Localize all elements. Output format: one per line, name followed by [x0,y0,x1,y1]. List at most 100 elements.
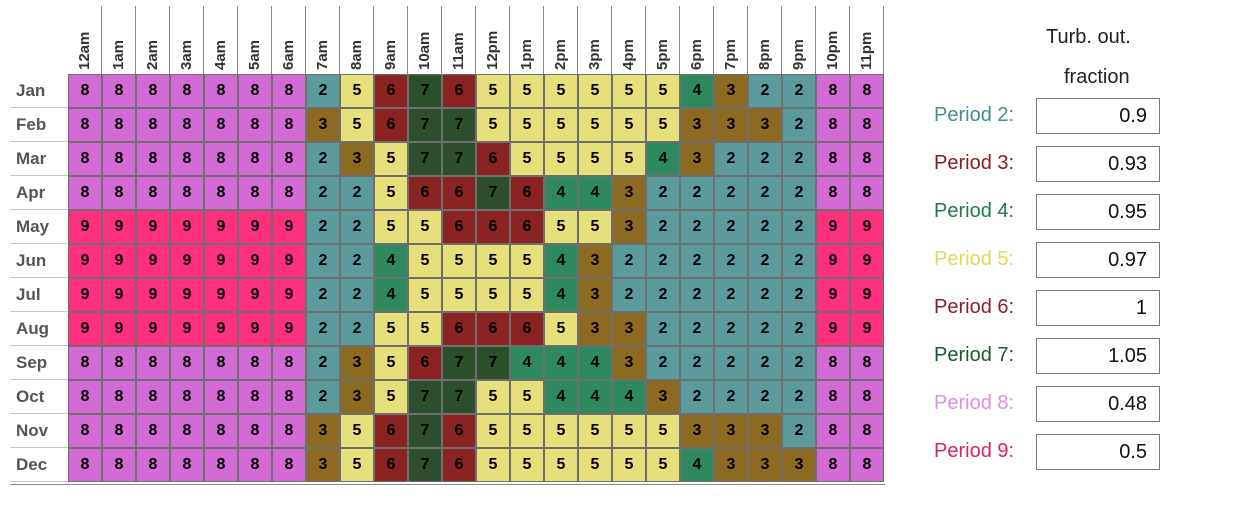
schedule-cell[interactable]: 9 [170,278,204,312]
schedule-cell[interactable]: 8 [238,74,272,108]
schedule-cell[interactable]: 9 [204,244,238,278]
schedule-cell[interactable]: 6 [442,176,476,210]
schedule-cell[interactable]: 2 [782,414,816,448]
schedule-cell[interactable]: 9 [238,278,272,312]
schedule-cell[interactable]: 9 [136,210,170,244]
schedule-cell[interactable]: 3 [578,244,612,278]
schedule-cell[interactable]: 2 [748,210,782,244]
schedule-cell[interactable]: 2 [680,380,714,414]
schedule-cell[interactable]: 2 [748,74,782,108]
schedule-cell[interactable]: 8 [850,346,884,380]
schedule-cell[interactable]: 2 [782,346,816,380]
schedule-cell[interactable]: 6 [476,210,510,244]
schedule-cell[interactable]: 5 [578,448,612,482]
schedule-cell[interactable]: 5 [408,312,442,346]
schedule-cell[interactable]: 2 [306,210,340,244]
schedule-cell[interactable]: 7 [476,346,510,380]
schedule-cell[interactable]: 2 [714,142,748,176]
schedule-cell[interactable]: 4 [544,380,578,414]
schedule-cell[interactable]: 8 [170,414,204,448]
schedule-cell[interactable]: 5 [646,74,680,108]
schedule-cell[interactable]: 2 [748,346,782,380]
schedule-cell[interactable]: 5 [646,414,680,448]
schedule-cell[interactable]: 9 [102,210,136,244]
schedule-cell[interactable]: 5 [374,380,408,414]
schedule-cell[interactable]: 8 [68,380,102,414]
schedule-cell[interactable]: 5 [408,278,442,312]
schedule-cell[interactable]: 5 [612,108,646,142]
schedule-cell[interactable]: 8 [68,142,102,176]
schedule-cell[interactable]: 5 [340,108,374,142]
schedule-cell[interactable]: 2 [306,278,340,312]
schedule-cell[interactable]: 5 [544,312,578,346]
schedule-cell[interactable]: 8 [102,448,136,482]
schedule-cell[interactable]: 5 [510,108,544,142]
schedule-cell[interactable]: 9 [170,244,204,278]
schedule-cell[interactable]: 3 [714,414,748,448]
schedule-cell[interactable]: 2 [782,210,816,244]
schedule-cell[interactable]: 4 [680,448,714,482]
schedule-cell[interactable]: 7 [442,346,476,380]
schedule-cell[interactable]: 2 [306,312,340,346]
schedule-cell[interactable]: 2 [612,278,646,312]
schedule-cell[interactable]: 9 [850,312,884,346]
schedule-cell[interactable]: 6 [510,210,544,244]
period-value-input[interactable]: 0.48 [1036,386,1160,422]
schedule-cell[interactable]: 8 [816,108,850,142]
schedule-cell[interactable]: 8 [272,448,306,482]
schedule-cell[interactable]: 8 [68,414,102,448]
schedule-cell[interactable]: 7 [408,380,442,414]
schedule-cell[interactable]: 5 [544,74,578,108]
schedule-cell[interactable]: 5 [476,448,510,482]
schedule-cell[interactable]: 2 [646,210,680,244]
schedule-cell[interactable]: 5 [510,142,544,176]
schedule-cell[interactable]: 8 [204,74,238,108]
schedule-cell[interactable]: 2 [680,210,714,244]
schedule-cell[interactable]: 8 [272,108,306,142]
schedule-cell[interactable]: 5 [442,244,476,278]
schedule-cell[interactable]: 2 [714,210,748,244]
schedule-cell[interactable]: 5 [476,108,510,142]
schedule-cell[interactable]: 5 [340,74,374,108]
schedule-cell[interactable]: 7 [408,142,442,176]
schedule-cell[interactable]: 8 [68,74,102,108]
schedule-cell[interactable]: 3 [680,108,714,142]
schedule-cell[interactable]: 9 [816,244,850,278]
schedule-cell[interactable]: 2 [306,380,340,414]
schedule-cell[interactable]: 9 [816,278,850,312]
schedule-cell[interactable]: 5 [374,312,408,346]
schedule-cell[interactable]: 6 [374,448,408,482]
schedule-cell[interactable]: 7 [476,176,510,210]
schedule-cell[interactable]: 8 [272,414,306,448]
schedule-cell[interactable]: 8 [850,380,884,414]
schedule-cell[interactable]: 5 [544,108,578,142]
schedule-cell[interactable]: 5 [476,244,510,278]
schedule-cell[interactable]: 5 [578,414,612,448]
schedule-cell[interactable]: 2 [714,346,748,380]
schedule-cell[interactable]: 8 [68,346,102,380]
schedule-cell[interactable]: 2 [714,278,748,312]
schedule-cell[interactable]: 5 [476,380,510,414]
period-value-input[interactable]: 0.93 [1036,146,1160,182]
schedule-cell[interactable]: 2 [782,74,816,108]
schedule-cell[interactable]: 8 [272,142,306,176]
schedule-cell[interactable]: 3 [646,380,680,414]
schedule-cell[interactable]: 9 [68,244,102,278]
schedule-cell[interactable]: 4 [544,278,578,312]
schedule-cell[interactable]: 8 [170,74,204,108]
schedule-cell[interactable]: 9 [170,210,204,244]
schedule-cell[interactable]: 2 [782,176,816,210]
schedule-cell[interactable]: 4 [612,380,646,414]
schedule-cell[interactable]: 8 [136,74,170,108]
schedule-cell[interactable]: 8 [272,380,306,414]
schedule-cell[interactable]: 2 [306,176,340,210]
schedule-cell[interactable]: 6 [408,176,442,210]
schedule-cell[interactable]: 8 [850,108,884,142]
schedule-cell[interactable]: 5 [578,108,612,142]
schedule-cell[interactable]: 8 [102,142,136,176]
schedule-cell[interactable]: 9 [136,312,170,346]
schedule-cell[interactable]: 8 [850,74,884,108]
schedule-cell[interactable]: 9 [850,244,884,278]
period-value-input[interactable]: 0.95 [1036,194,1160,230]
schedule-cell[interactable]: 7 [442,380,476,414]
